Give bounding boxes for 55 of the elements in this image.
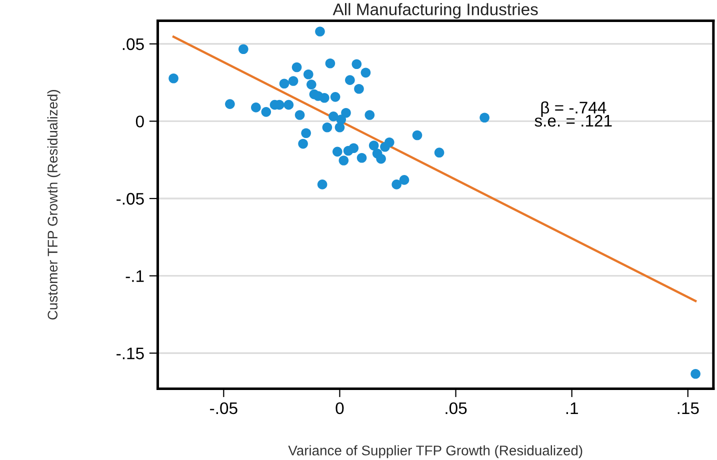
point <box>306 80 316 90</box>
point <box>238 44 248 54</box>
point <box>319 92 330 103</box>
point <box>294 110 305 120</box>
x-tick-label: -.05 <box>210 402 238 414</box>
point <box>301 128 311 138</box>
x-tick-label: 0 <box>336 402 344 414</box>
point <box>338 156 349 166</box>
point <box>412 130 422 140</box>
point <box>328 112 338 122</box>
point <box>392 180 402 190</box>
point <box>292 62 302 72</box>
point <box>368 140 379 150</box>
point <box>284 100 294 110</box>
point <box>341 108 351 118</box>
y-tick-label: -.05 <box>116 192 144 205</box>
y-tick-label: -.15 <box>116 348 144 360</box>
point <box>399 175 410 185</box>
annotation: β = -.744 s.e. = .121 <box>534 101 612 127</box>
point <box>356 152 367 163</box>
point <box>348 143 359 154</box>
point <box>384 137 394 148</box>
point <box>303 69 314 80</box>
point <box>334 122 345 132</box>
point <box>345 75 355 85</box>
y-tick-label: 0 <box>136 116 144 128</box>
point <box>332 146 342 157</box>
point <box>325 58 336 68</box>
point <box>434 148 444 158</box>
x-tick-label: .05 <box>446 402 467 414</box>
chart-title: All Manufacturing Industries <box>332 3 538 19</box>
point <box>354 84 364 94</box>
x-tick-label: .15 <box>678 402 699 414</box>
point <box>225 99 235 109</box>
y-tick-label: -.1 <box>126 270 144 282</box>
point <box>360 68 371 78</box>
point <box>480 112 490 123</box>
point <box>322 122 332 132</box>
y-axis-title: Customer TFP Growth (Residualized) <box>47 90 60 320</box>
point <box>168 73 178 84</box>
y-tick-label: .05 <box>122 38 144 50</box>
point <box>352 59 362 70</box>
x-tick-label: .1 <box>566 402 578 414</box>
point <box>376 154 386 164</box>
x-axis-title: Variance of Supplier TFP Growth (Residualized) <box>288 445 582 458</box>
point <box>298 138 308 149</box>
point <box>330 92 340 102</box>
point <box>288 76 298 86</box>
point <box>364 110 375 120</box>
point <box>261 107 272 117</box>
point <box>251 102 261 112</box>
point <box>317 180 328 190</box>
point <box>279 78 290 89</box>
point <box>315 26 325 36</box>
point <box>690 368 700 379</box>
